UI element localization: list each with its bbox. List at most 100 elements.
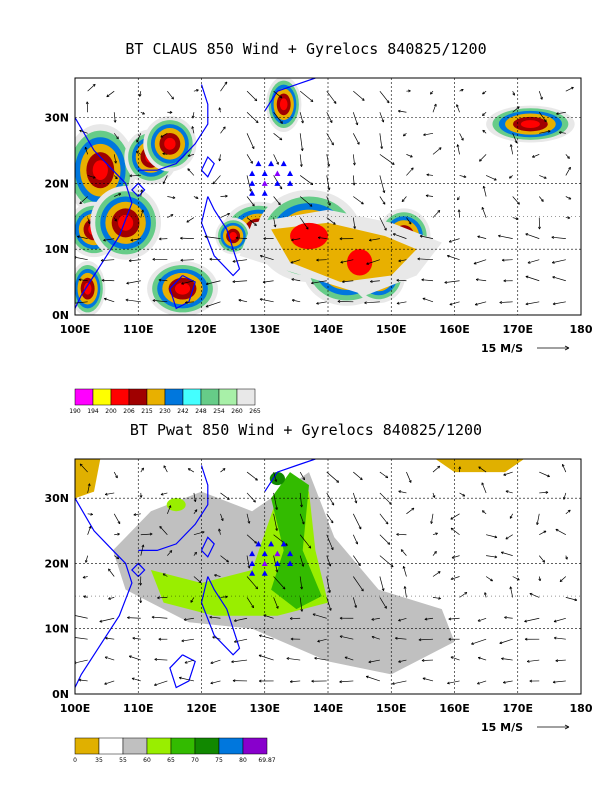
wind-vector-head bbox=[218, 158, 222, 162]
wind-vector bbox=[485, 576, 493, 582]
wind-vector-head bbox=[571, 86, 574, 90]
pwat-65 bbox=[271, 472, 322, 610]
wind-vector-head bbox=[214, 574, 217, 577]
wind-vector bbox=[129, 655, 141, 661]
gyre-marker bbox=[249, 560, 256, 566]
wind-vector bbox=[450, 513, 460, 520]
wind-vector bbox=[180, 259, 194, 261]
cloud-core bbox=[290, 222, 328, 250]
gyre-marker bbox=[249, 180, 256, 186]
wind-vector bbox=[555, 659, 566, 662]
colorbar-label: 35 bbox=[95, 757, 103, 764]
wind-vector bbox=[539, 491, 549, 494]
wind-vector bbox=[326, 492, 335, 506]
wind-vector-head bbox=[403, 586, 407, 589]
coastline bbox=[169, 654, 196, 689]
wind-vector bbox=[234, 617, 248, 622]
wind-vector bbox=[132, 637, 141, 640]
wind-vector bbox=[187, 468, 195, 473]
wind-vector-head bbox=[532, 155, 535, 158]
wind-vector-head bbox=[460, 88, 464, 92]
pwat-70 bbox=[269, 472, 285, 486]
lon-label: 120E bbox=[186, 702, 216, 715]
wind-vector-head bbox=[92, 83, 96, 87]
wind-vector-head bbox=[184, 660, 188, 664]
wind-vector-head bbox=[397, 109, 401, 113]
wind-vector-head bbox=[516, 106, 520, 110]
wind-vector bbox=[125, 299, 141, 303]
wind-vector bbox=[167, 196, 176, 199]
wind-vector-head bbox=[398, 618, 401, 622]
colorbar-swatch bbox=[200, 388, 220, 406]
wind-vector-head bbox=[547, 129, 551, 133]
wind-vector-head bbox=[233, 619, 237, 622]
wind-vector-head bbox=[421, 658, 425, 662]
wind-vector bbox=[353, 90, 365, 101]
wind-vector-head bbox=[434, 551, 437, 554]
wind-vector-head bbox=[139, 600, 143, 604]
lat-label: 30N bbox=[44, 492, 69, 505]
wind-vector bbox=[379, 534, 391, 545]
wind-vector-head bbox=[172, 196, 176, 199]
wind-vector-head bbox=[131, 677, 135, 681]
wind-vector bbox=[432, 147, 442, 155]
wind-vector bbox=[424, 617, 434, 620]
wind-vector bbox=[192, 112, 195, 119]
vector-scale-label: 15 M/S bbox=[481, 721, 523, 734]
wind-vector-head bbox=[371, 617, 375, 621]
wind-vector-head bbox=[435, 532, 438, 536]
wind-vector bbox=[430, 513, 434, 524]
wind-vector-head bbox=[162, 573, 166, 577]
wind-vector bbox=[113, 471, 118, 479]
wind-vector bbox=[75, 615, 88, 619]
wind-vector bbox=[565, 509, 571, 515]
wind-vector-head bbox=[421, 278, 425, 282]
wind-vector bbox=[509, 513, 513, 519]
colorbar-swatch bbox=[236, 388, 256, 406]
wind-vector-head bbox=[196, 89, 199, 92]
wind-vector-head bbox=[499, 641, 503, 645]
wind-vector bbox=[108, 568, 115, 577]
wind-vector bbox=[246, 133, 255, 149]
wind-vector-head bbox=[116, 136, 119, 140]
wind-vector-head bbox=[141, 467, 144, 471]
wind-vector-head bbox=[456, 144, 460, 148]
lat-label: 10N bbox=[44, 623, 69, 636]
wind-vector bbox=[326, 196, 331, 206]
wind-vector-head bbox=[300, 504, 303, 508]
wind-vector bbox=[291, 278, 301, 282]
wind-vector bbox=[232, 259, 248, 262]
wind-vector bbox=[406, 471, 412, 483]
wind-vector-head bbox=[113, 120, 117, 123]
wind-vector-head bbox=[503, 473, 507, 476]
wind-vector-head bbox=[77, 235, 80, 239]
wind-vector-head bbox=[198, 580, 202, 584]
wind-vector-head bbox=[100, 258, 104, 262]
wind-vector bbox=[539, 530, 547, 536]
wind-vector-head bbox=[474, 302, 478, 306]
lon-label: 130E bbox=[250, 323, 280, 336]
wind-vector bbox=[539, 130, 551, 134]
wind-vector bbox=[525, 233, 540, 239]
wind-vector-head bbox=[419, 234, 423, 238]
wind-vector-head bbox=[128, 259, 132, 263]
wind-vector-head bbox=[125, 298, 129, 302]
cloud-layer-206 bbox=[229, 232, 237, 240]
colorbar-swatch bbox=[242, 737, 268, 755]
wind-vector bbox=[311, 280, 327, 284]
wind-vector-head bbox=[392, 233, 396, 236]
wind-vector-head bbox=[457, 209, 461, 213]
wind-vector-head bbox=[331, 502, 335, 506]
wind-vector-head bbox=[275, 569, 279, 573]
wind-vector-head bbox=[301, 521, 305, 525]
wind-vector bbox=[395, 637, 407, 640]
wind-vector bbox=[75, 256, 88, 261]
wind-vector bbox=[471, 638, 487, 645]
wind-vector bbox=[232, 280, 248, 283]
wind-vector-head bbox=[556, 112, 559, 115]
wind-vector-head bbox=[160, 492, 164, 496]
wind-vector bbox=[401, 196, 407, 202]
wind-vector-head bbox=[559, 579, 563, 583]
wind-vector-head bbox=[152, 299, 156, 303]
lat-label: 20N bbox=[44, 557, 69, 570]
